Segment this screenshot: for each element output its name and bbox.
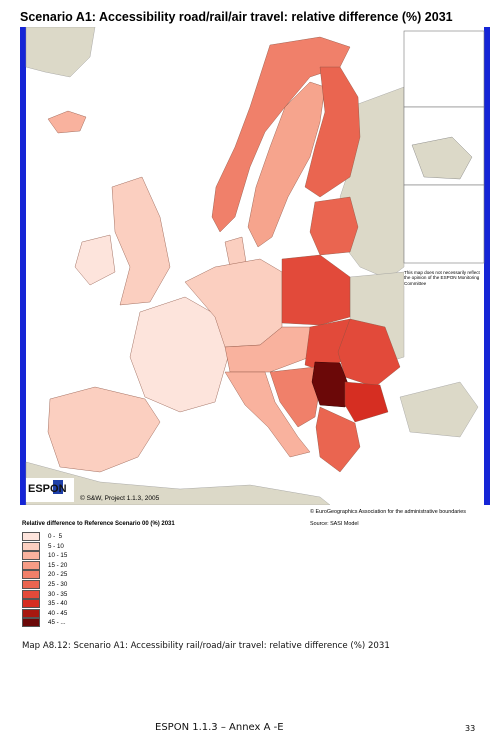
bulgaria	[344, 381, 389, 423]
admin-source-note: © EuroGeographics Association for the ad…	[310, 509, 466, 515]
map-credit: © S&W, Project 1.1.3, 2005	[80, 495, 160, 502]
legend-label: 0 - 5	[48, 533, 63, 540]
legend-row: 45 - ...	[22, 618, 66, 628]
iceland	[47, 110, 87, 134]
legend-label: 5 - 10	[48, 542, 64, 550]
greenland-area	[25, 27, 96, 78]
frame-right-bar	[484, 27, 490, 505]
norway	[211, 36, 351, 233]
legend-label: 45 - ...	[48, 619, 66, 627]
legend-label: 40 - 45	[48, 609, 68, 617]
legend-row: 25 - 30	[22, 580, 67, 589]
legend-title: Relative difference to Reference Scenari…	[22, 521, 175, 527]
frame-left-bar	[20, 27, 26, 505]
map-frame	[20, 27, 490, 505]
legend: Relative difference to Reference Scenari…	[20, 518, 490, 638]
united-kingdom	[111, 176, 171, 306]
model-source-note: Source: SASI Model	[310, 521, 359, 527]
legend-label: 30 - 35	[48, 590, 68, 598]
inset-guyane-land	[411, 136, 473, 180]
legend-swatch	[22, 551, 40, 561]
page-footer: ESPON 1.1.3 – Annex A -E	[155, 722, 284, 733]
legend-row: 30 - 35	[22, 589, 68, 599]
legend-row: 40 - 45	[22, 608, 68, 618]
poland	[281, 254, 351, 326]
ireland	[74, 234, 116, 286]
legend-label: 20 - 25	[48, 571, 68, 579]
espon-logo-text: ESPON	[28, 483, 67, 495]
legend-swatch	[22, 618, 40, 628]
legend-swatch	[22, 541, 40, 551]
legend-row: 0 - 5	[22, 532, 62, 541]
legend-row: 5 - 10	[22, 541, 64, 551]
greece	[315, 406, 361, 473]
north-africa-area	[25, 461, 331, 505]
map-title: Scenario A1: Accessibility road/rail/air…	[20, 10, 453, 24]
legend-row: 15 - 20	[22, 560, 68, 570]
legend-row: 20 - 25	[22, 570, 68, 580]
serbia	[311, 361, 351, 408]
finland	[304, 66, 361, 198]
legend-label: 25 - 30	[48, 581, 68, 588]
legend-swatch	[22, 570, 40, 580]
legend-swatch	[22, 560, 40, 570]
iberia	[47, 386, 161, 473]
legend-swatch	[22, 599, 40, 609]
legend-swatch	[22, 532, 40, 541]
legend-swatch	[22, 589, 40, 599]
baltic-states	[309, 196, 359, 256]
espon-logo: ESPON	[26, 478, 74, 502]
page-number: 33	[465, 724, 476, 733]
inset-reunion	[403, 184, 485, 264]
map-caption: Map A8.12: Scenario A1: Accessibility ra…	[22, 641, 390, 651]
legend-label: 35 - 40	[48, 600, 68, 608]
inset-canaries	[403, 30, 485, 108]
legend-swatch	[22, 608, 40, 618]
legend-swatch	[22, 580, 40, 589]
legend-label: 10 - 15	[48, 552, 68, 560]
france	[129, 296, 229, 413]
turkey-area	[399, 381, 479, 438]
map-disclaimer: This map does not necessarily reflect th…	[404, 270, 484, 287]
legend-row: 35 - 40	[22, 599, 68, 609]
europe-map	[20, 27, 490, 505]
legend-row: 10 - 15	[22, 551, 68, 561]
italy	[224, 371, 311, 458]
legend-label: 15 - 20	[48, 561, 68, 569]
